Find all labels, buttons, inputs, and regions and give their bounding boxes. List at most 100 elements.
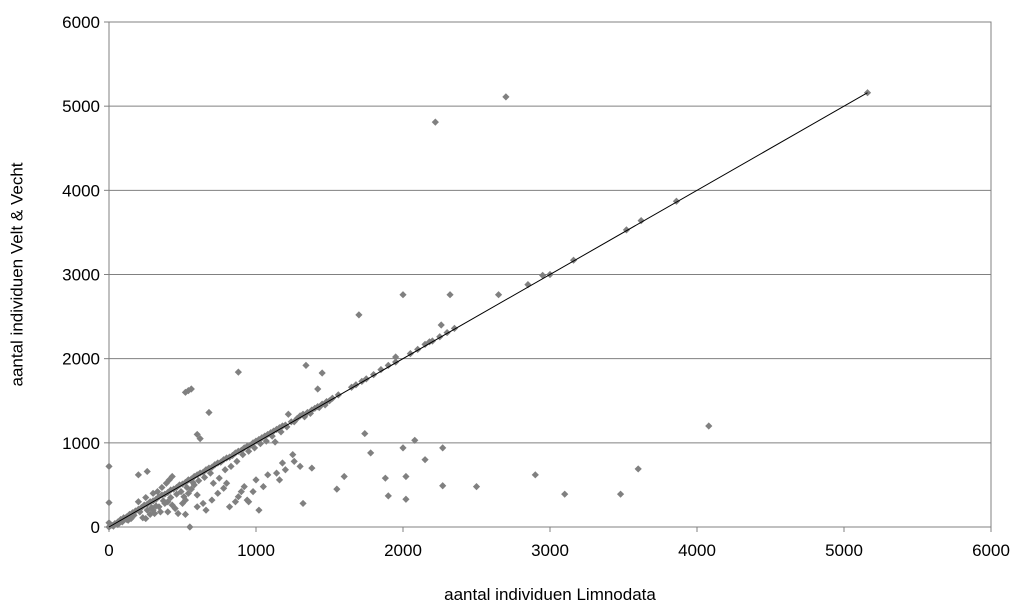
- data-point: [281, 466, 289, 474]
- data-point: [406, 350, 414, 358]
- x-tick-label: 3000: [531, 541, 569, 560]
- data-point: [227, 462, 235, 470]
- data-point: [149, 489, 157, 497]
- data-point: [196, 469, 204, 477]
- data-point: [249, 488, 257, 496]
- data-point: [131, 507, 140, 515]
- data-point: [118, 518, 126, 526]
- data-point: [158, 483, 166, 492]
- data-point: [531, 471, 539, 479]
- data-point: [264, 471, 272, 479]
- data-point: [105, 498, 113, 507]
- data-point: [193, 491, 201, 499]
- x-tick-label: 5000: [825, 541, 863, 560]
- x-tick-label: 4000: [678, 541, 716, 560]
- x-axis-ticks: 0 1000 2000 3000 4000 5000 6000: [104, 527, 1010, 560]
- y-tick-label: 0: [91, 518, 100, 537]
- data-point: [428, 337, 436, 345]
- data-point: [150, 509, 159, 518]
- data-point: [199, 499, 207, 508]
- data-point: [234, 368, 242, 376]
- data-point: [177, 488, 185, 496]
- data-point: [168, 472, 176, 481]
- data-point: [318, 400, 326, 408]
- data-point: [142, 493, 150, 502]
- y-tick-label: 6000: [62, 13, 100, 32]
- data-point: [637, 217, 645, 225]
- data-point: [439, 444, 447, 452]
- data-point: [214, 489, 222, 497]
- data-point: [181, 510, 190, 518]
- data-point: [193, 471, 201, 479]
- data-point: [245, 498, 253, 506]
- data-point: [308, 464, 316, 472]
- data-point: [240, 483, 248, 491]
- data-point: [302, 361, 310, 369]
- data-point: [443, 328, 451, 337]
- x-axis-label: aantal individuen Limnodata: [444, 585, 656, 604]
- data-point: [352, 381, 360, 389]
- data-point: [240, 444, 248, 452]
- data-point: [256, 440, 265, 448]
- trendline: [108, 92, 868, 528]
- data-point: [233, 457, 241, 465]
- data-point: [381, 474, 389, 482]
- data-point: [318, 369, 326, 377]
- x-tick-label: 6000: [972, 541, 1010, 560]
- data-point: [134, 498, 142, 506]
- data-point: [181, 496, 190, 504]
- data-point: [187, 385, 195, 393]
- data-point: [181, 388, 190, 396]
- data-point: [450, 324, 459, 332]
- data-point: [634, 465, 642, 473]
- data-point: [231, 498, 240, 506]
- data-point: [272, 425, 281, 433]
- data-point: [705, 422, 713, 430]
- data-point: [306, 409, 314, 417]
- data-point: [278, 459, 287, 467]
- data-point: [164, 488, 172, 497]
- x-tick-label: 2000: [384, 541, 422, 560]
- data-point: [439, 482, 447, 490]
- data-point: [268, 432, 276, 440]
- data-point: [377, 366, 385, 374]
- data-point: [284, 410, 292, 418]
- data-point: [200, 473, 209, 481]
- data-point: [275, 424, 284, 432]
- y-tick-label: 5000: [62, 97, 100, 116]
- data-point: [221, 466, 229, 474]
- data-point: [299, 499, 307, 508]
- data-point: [355, 311, 363, 319]
- data-point: [187, 475, 195, 483]
- data-point: [186, 523, 194, 531]
- data-point: [502, 93, 510, 101]
- data-point: [140, 501, 148, 509]
- data-point: [340, 472, 348, 481]
- data-point: [205, 408, 213, 417]
- data-point: [183, 483, 191, 492]
- y-axis-label: aantal individuen Velt & Vecht: [7, 162, 26, 386]
- data-point: [220, 484, 228, 492]
- data-point: [208, 496, 216, 504]
- data-point: [124, 516, 132, 524]
- data-point: [153, 488, 162, 496]
- data-point: [195, 477, 203, 485]
- data-point: [148, 504, 156, 512]
- y-tick-label: 3000: [62, 266, 100, 285]
- data-point: [155, 493, 163, 501]
- data-point: [472, 483, 481, 491]
- data-point: [152, 495, 160, 503]
- data-point: [105, 462, 113, 470]
- data-point: [290, 418, 298, 426]
- data-point: [193, 503, 201, 511]
- data-point: [202, 506, 210, 514]
- data-point: [180, 493, 188, 501]
- data-point: [361, 429, 369, 438]
- data-point: [384, 361, 392, 369]
- data-point: [184, 387, 192, 395]
- data-point: [402, 472, 410, 481]
- data-point: [184, 476, 192, 484]
- data-point: [252, 476, 260, 484]
- data-point: [143, 467, 151, 476]
- data-point: [208, 463, 216, 471]
